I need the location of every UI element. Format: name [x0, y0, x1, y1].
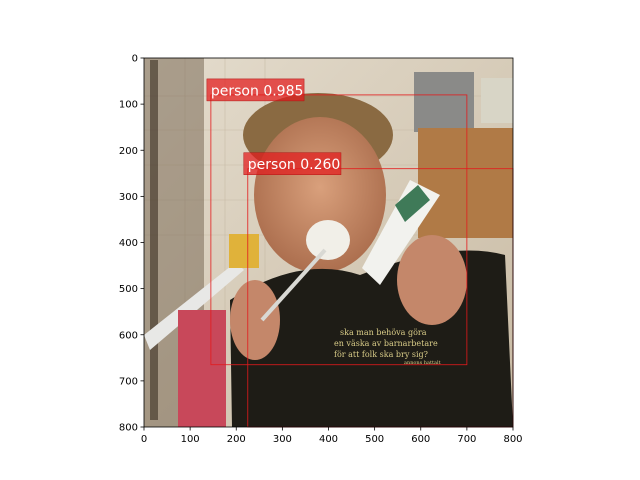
y-tick-label: 0 — [132, 54, 138, 65]
y-tick-label: 800 — [119, 423, 138, 434]
x-tick-label: 800 — [503, 434, 522, 445]
detection-label-bg-2 — [243, 152, 342, 175]
detection-box-1 — [210, 94, 468, 366]
y-axis: 0 100 200 300 400 500 600 700 800 — [119, 54, 144, 434]
tshirt-print: ska man behöva göra en väska av barnarbe… — [334, 328, 441, 366]
photo: ska man behöva göra en väska av barnarbe… — [144, 58, 513, 427]
x-tick-label: 100 — [181, 434, 200, 445]
detections: person 0.985 person 0.260 — [206, 78, 514, 428]
y-tick-label: 100 — [119, 100, 138, 111]
y-tick-label: 400 — [119, 238, 138, 249]
detection-label-2: person 0.260 — [248, 157, 341, 173]
tshirt-line-2: en väska av barnarbetare — [334, 339, 438, 348]
y-tick-label: 200 — [119, 146, 138, 157]
tshirt-line-1: ska man behöva göra — [340, 328, 427, 337]
y-tick-label: 300 — [119, 192, 138, 203]
x-tick-label: 400 — [319, 434, 338, 445]
y-tick-label: 700 — [119, 376, 138, 387]
x-tick-label: 0 — [141, 434, 147, 445]
x-tick-label: 700 — [457, 434, 476, 445]
x-tick-label: 200 — [227, 434, 246, 445]
y-tick-label: 500 — [119, 284, 138, 295]
tshirt-line-3: för att folk ska bry sig? — [334, 350, 428, 359]
tshirt-line-4: annons hattalt — [404, 360, 441, 366]
x-tick-label: 500 — [365, 434, 384, 445]
x-tick-label: 600 — [411, 434, 430, 445]
x-axis: 0 100 200 300 400 500 600 700 800 — [141, 427, 523, 445]
x-tick-label: 300 — [273, 434, 292, 445]
y-tick-label: 600 — [119, 330, 138, 341]
detection-label-1: person 0.985 — [211, 83, 304, 99]
detection-label-bg-1 — [206, 78, 305, 102]
